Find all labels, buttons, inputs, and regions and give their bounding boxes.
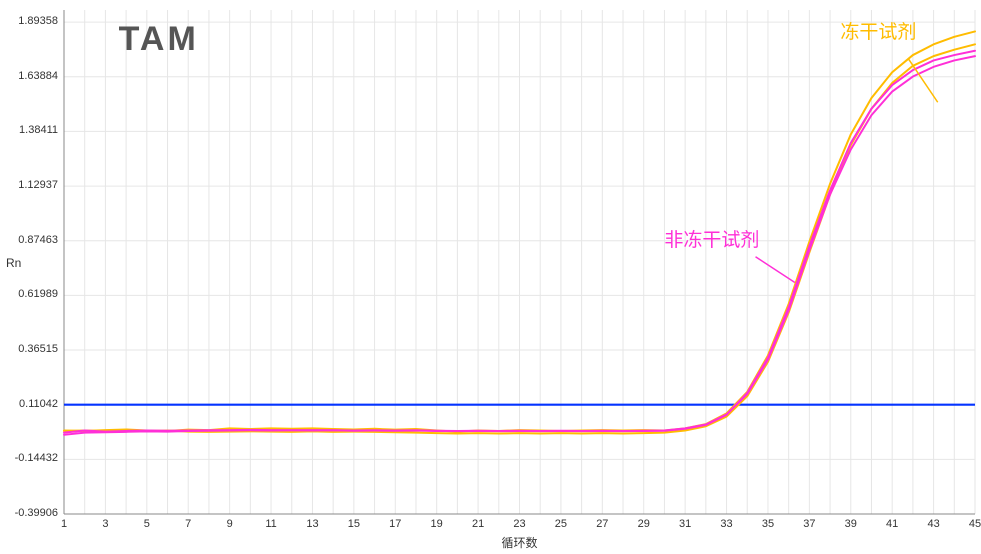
y-tick-label: -0.39906 <box>0 507 58 519</box>
x-tick-label: 17 <box>385 518 405 530</box>
x-tick-label: 27 <box>592 518 612 530</box>
y-tick-label: 0.36515 <box>0 343 58 355</box>
x-tick-label: 25 <box>551 518 571 530</box>
amplification-plot: Rn 循环数 TAM -0.39906 -0.14432 0.11042 0.3651… <box>0 0 981 554</box>
x-axis-title: 循环数 <box>502 534 538 551</box>
x-tick-label: 43 <box>924 518 944 530</box>
y-tick-label: 0.61989 <box>0 288 58 300</box>
x-tick-label: 35 <box>758 518 778 530</box>
y-tick-label: -0.14432 <box>0 452 58 464</box>
annotation-label: 非冻干试剂 <box>664 225 759 252</box>
annotation-label: 冻干试剂 <box>840 17 916 44</box>
x-tick-label: 41 <box>882 518 902 530</box>
x-tick-label: 15 <box>344 518 364 530</box>
y-tick-label: 1.38411 <box>0 124 58 136</box>
x-tick-label: 31 <box>675 518 695 530</box>
x-tick-label: 21 <box>468 518 488 530</box>
chart-title-overlay: TAM <box>119 20 199 59</box>
x-tick-label: 23 <box>510 518 530 530</box>
plot-canvas <box>0 0 981 554</box>
y-tick-label: 0.87463 <box>0 234 58 246</box>
x-tick-label: 11 <box>261 518 281 530</box>
x-tick-label: 29 <box>634 518 654 530</box>
y-tick-label: 1.63884 <box>0 70 58 82</box>
y-tick-label: 0.11042 <box>0 398 58 410</box>
y-tick-label: 1.12937 <box>0 179 58 191</box>
x-tick-label: 19 <box>427 518 447 530</box>
x-tick-label: 45 <box>965 518 981 530</box>
x-tick-label: 9 <box>220 518 240 530</box>
x-tick-label: 7 <box>178 518 198 530</box>
x-tick-label: 3 <box>95 518 115 530</box>
y-tick-label: 1.89358 <box>0 15 58 27</box>
x-tick-label: 33 <box>717 518 737 530</box>
x-tick-label: 5 <box>137 518 157 530</box>
x-tick-label: 1 <box>54 518 74 530</box>
y-axis-title: Rn <box>6 256 21 270</box>
x-tick-label: 39 <box>841 518 861 530</box>
x-tick-label: 37 <box>799 518 819 530</box>
x-tick-label: 13 <box>302 518 322 530</box>
